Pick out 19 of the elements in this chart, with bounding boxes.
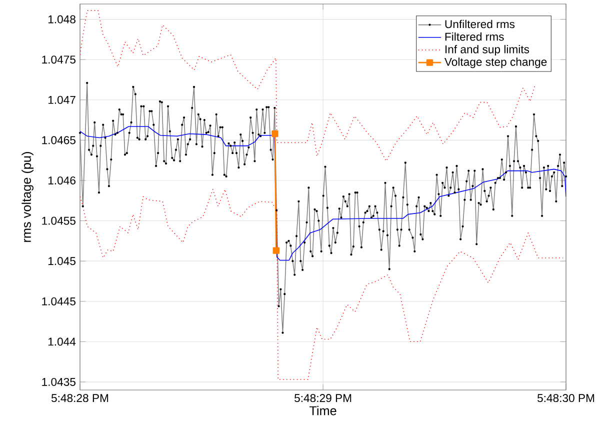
- legend-label: Inf and sup limits: [445, 44, 530, 56]
- x-axis-title: Time: [309, 406, 336, 416]
- x-tick-label: 5:48:30 PM: [537, 394, 594, 402]
- legend-label: Voltage step change: [444, 58, 547, 68]
- y-tick-label: 1.0465: [42, 136, 76, 144]
- y-axis-title: rms voltage (pu): [22, 152, 34, 242]
- y-tick-label: 1.0475: [42, 56, 76, 64]
- legend-label: Filtered rms: [445, 32, 504, 41]
- y-tick-label: 1.046: [48, 176, 76, 184]
- x-tick-label: 5:48:29 PM: [294, 394, 352, 402]
- x-tick-label: 5:48:28 PM: [51, 394, 108, 402]
- legend-label: Unfiltered rms: [445, 20, 515, 28]
- y-tick-label: 1.0455: [42, 216, 76, 225]
- y-tick-label: 1.044: [48, 338, 76, 346]
- y-tick-label: 1.045: [48, 257, 76, 266]
- y-tick-label: 1.0435: [42, 378, 76, 386]
- y-tick-label: 1.0445: [42, 297, 76, 306]
- y-tick-label: 1.047: [48, 96, 76, 104]
- y-tick-label: 1.048: [48, 15, 76, 24]
